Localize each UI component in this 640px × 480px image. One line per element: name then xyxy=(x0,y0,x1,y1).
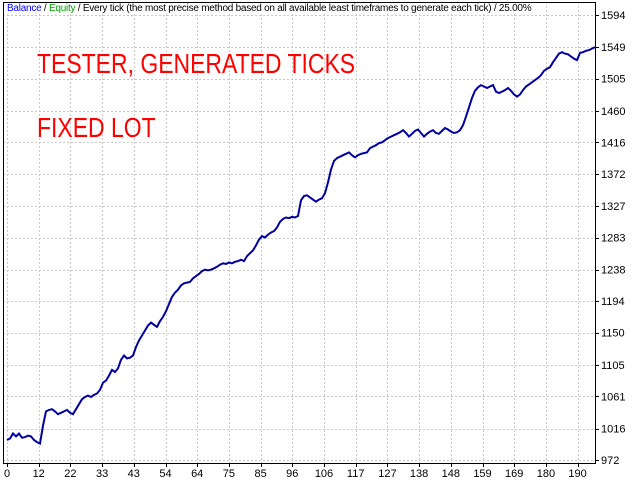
svg-text:106: 106 xyxy=(315,468,333,480)
svg-text:1594: 1594 xyxy=(601,10,625,22)
svg-text:1416: 1416 xyxy=(601,137,625,149)
svg-text:96: 96 xyxy=(286,468,298,480)
svg-text:190: 190 xyxy=(568,468,586,480)
svg-text:1327: 1327 xyxy=(601,201,625,213)
balance-curve xyxy=(6,46,596,445)
header-separator: / xyxy=(41,3,49,14)
svg-text:1283: 1283 xyxy=(601,233,625,245)
svg-text:1061: 1061 xyxy=(601,391,625,403)
balance-legend-label: Balance xyxy=(7,3,42,14)
chart-header: Balance / Equity / Every tick (the most … xyxy=(7,3,532,14)
plot-border xyxy=(3,2,596,464)
svg-text:54: 54 xyxy=(159,468,171,480)
annotation-generated-ticks: TESTER, GENERATED TICKS xyxy=(37,48,356,79)
svg-text:1460: 1460 xyxy=(601,106,625,118)
svg-text:85: 85 xyxy=(254,468,266,480)
axis-tick-marks xyxy=(7,15,599,467)
svg-text:138: 138 xyxy=(410,468,428,480)
svg-text:1016: 1016 xyxy=(601,424,625,436)
svg-text:12: 12 xyxy=(33,468,45,480)
svg-text:1105: 1105 xyxy=(601,360,625,372)
svg-text:64: 64 xyxy=(191,468,203,480)
svg-text:159: 159 xyxy=(473,468,491,480)
annotation-fixed-lot: FIXED LOT xyxy=(37,112,156,143)
svg-text:180: 180 xyxy=(537,468,555,480)
svg-text:1505: 1505 xyxy=(601,74,625,86)
svg-text:972: 972 xyxy=(601,455,619,467)
svg-text:1372: 1372 xyxy=(601,169,625,181)
svg-text:1238: 1238 xyxy=(601,265,625,277)
y-axis-labels: 1594 1549 1505 1460 1416 1372 1327 1283 1238 1194… xyxy=(601,10,625,467)
equity-legend-label: Equity xyxy=(48,3,76,14)
x-axis-labels: 0 12 22 33 43 54 64 75 85 96 106 117 127 138 148 159 169… xyxy=(4,468,587,480)
svg-text:1549: 1549 xyxy=(601,42,625,54)
svg-text:43: 43 xyxy=(128,468,140,480)
header-model-text: / Every tick (the most precise method ba… xyxy=(75,3,532,14)
svg-text:1194: 1194 xyxy=(601,296,625,308)
svg-text:0: 0 xyxy=(4,468,10,480)
svg-text:117: 117 xyxy=(347,468,365,480)
svg-text:33: 33 xyxy=(96,468,108,480)
svg-text:75: 75 xyxy=(223,468,235,480)
svg-text:169: 169 xyxy=(505,468,523,480)
svg-text:1150: 1150 xyxy=(601,328,625,340)
svg-text:127: 127 xyxy=(378,468,396,480)
svg-text:148: 148 xyxy=(442,468,460,480)
svg-text:22: 22 xyxy=(64,468,76,480)
